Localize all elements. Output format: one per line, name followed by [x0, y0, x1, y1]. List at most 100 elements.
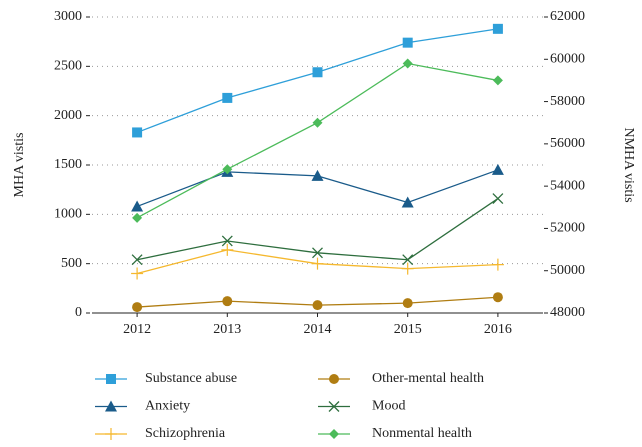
marker	[106, 374, 116, 384]
marker	[329, 374, 339, 384]
marker	[221, 235, 233, 247]
marker	[492, 75, 503, 86]
marker	[402, 58, 413, 69]
y2-tick-label: 52000	[550, 221, 585, 236]
marker	[312, 67, 323, 78]
marker	[311, 257, 324, 270]
marker	[491, 258, 504, 271]
marker	[132, 212, 143, 223]
marker	[311, 169, 324, 181]
marker-part	[312, 67, 323, 78]
marker	[131, 267, 144, 280]
y2-tick-label: 58000	[550, 94, 585, 109]
marker-part	[105, 400, 117, 412]
marker	[492, 23, 503, 34]
x-tick-label: 2013	[213, 322, 241, 337]
marker	[312, 247, 323, 259]
marker-part	[492, 193, 504, 205]
y2-tick-label: 60000	[550, 52, 585, 67]
marker-part	[222, 296, 233, 307]
marker-part	[221, 235, 233, 247]
marker-part	[222, 92, 233, 103]
series-line	[136, 28, 498, 134]
marker-part	[221, 243, 234, 256]
marker-part	[311, 257, 324, 270]
marker-part	[132, 127, 143, 138]
marker-part	[105, 428, 117, 440]
marker-part	[312, 117, 323, 128]
marker	[401, 196, 414, 208]
marker-part	[402, 298, 413, 309]
marker	[491, 163, 504, 175]
x-tick-label: 2014	[304, 322, 332, 337]
marker-part	[222, 164, 233, 175]
y-tick-label: 500	[61, 256, 82, 271]
x-tick-label: 2012	[123, 322, 151, 337]
marker-part	[492, 23, 503, 34]
marker	[401, 262, 414, 275]
marker-part	[329, 429, 339, 439]
marker-part	[492, 75, 503, 86]
marker-part	[491, 258, 504, 271]
marker-part	[328, 401, 340, 412]
marker-part	[402, 37, 413, 48]
marker-part	[131, 200, 144, 212]
marker	[402, 254, 414, 266]
marker	[222, 296, 233, 307]
marker	[312, 117, 323, 128]
marker-part	[401, 262, 414, 275]
marker-part	[402, 58, 413, 69]
x-tick-label: 2016	[484, 322, 512, 337]
marker-part	[492, 292, 503, 303]
marker-part	[106, 374, 116, 384]
marker-part	[402, 254, 414, 266]
legend-label: Nonmental health	[372, 426, 472, 441]
marker-part	[312, 247, 323, 259]
marker	[105, 400, 117, 412]
marker	[492, 292, 503, 303]
marker-part	[329, 374, 339, 384]
series-line	[136, 62, 499, 219]
marker	[328, 401, 340, 412]
marker	[132, 302, 143, 313]
marker	[131, 200, 144, 212]
marker-part	[132, 212, 143, 223]
y2-tick-label: 54000	[550, 178, 585, 193]
marker	[492, 193, 504, 205]
y2-axis-label: NMHA vistis	[621, 127, 636, 202]
marker	[312, 300, 323, 311]
marker-part	[131, 254, 143, 266]
y-tick-label: 0	[75, 305, 82, 320]
series-line	[136, 198, 499, 261]
legend-label: Substance abuse	[145, 371, 237, 386]
y2-tick-label: 48000	[550, 305, 585, 320]
y-tick-label: 3000	[54, 9, 82, 24]
legend-label: Other-mental health	[372, 371, 484, 386]
marker-part	[131, 267, 144, 280]
y-tick-label: 2500	[54, 59, 82, 74]
y2-tick-label: 50000	[550, 263, 585, 278]
marker-part	[312, 300, 323, 311]
marker	[105, 428, 117, 440]
y-axis-label: MHA vistis	[12, 133, 27, 198]
y-tick-label: 1500	[54, 157, 82, 172]
y-tick-label: 2000	[54, 108, 82, 123]
marker-part	[132, 302, 143, 313]
marker	[221, 243, 234, 256]
marker	[402, 37, 413, 48]
y2-tick-label: 56000	[550, 136, 585, 151]
legend-label: Schizophrenia	[145, 426, 226, 441]
marker-part	[401, 196, 414, 208]
marker	[132, 127, 143, 138]
marker	[222, 164, 233, 175]
marker-part	[491, 163, 504, 175]
marker-part	[311, 169, 324, 181]
legend-label: Anxiety	[145, 399, 190, 414]
marker	[329, 429, 339, 439]
marker	[402, 298, 413, 309]
x-tick-label: 2015	[394, 322, 422, 337]
y-tick-label: 1000	[54, 207, 82, 222]
marker	[222, 92, 233, 103]
y2-tick-label: 62000	[550, 9, 585, 24]
